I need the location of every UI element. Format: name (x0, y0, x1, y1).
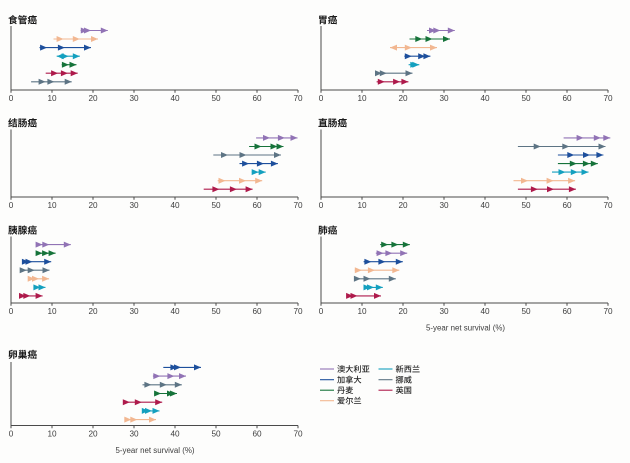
svg-text:20: 20 (398, 94, 408, 103)
svg-text:70: 70 (603, 307, 613, 316)
svg-text:70: 70 (293, 430, 303, 439)
svg-text:20: 20 (88, 201, 98, 210)
svg-text:60: 60 (252, 94, 262, 103)
svg-text:40: 40 (170, 430, 180, 439)
svg-text:0: 0 (319, 307, 324, 316)
svg-text:30: 30 (439, 307, 449, 316)
svg-text:50: 50 (211, 201, 221, 210)
svg-text:30: 30 (129, 201, 139, 210)
svg-text:10: 10 (357, 307, 367, 316)
svg-text:20: 20 (88, 94, 98, 103)
svg-text:40: 40 (170, 307, 180, 316)
svg-text:40: 40 (480, 307, 490, 316)
svg-text:60: 60 (252, 307, 262, 316)
svg-text:5-year net survival (%): 5-year net survival (%) (116, 446, 195, 455)
svg-text:30: 30 (129, 430, 139, 439)
svg-text:50: 50 (521, 94, 531, 103)
svg-text:0: 0 (9, 94, 14, 103)
svg-text:30: 30 (129, 94, 139, 103)
svg-text:60: 60 (562, 307, 572, 316)
svg-text:20: 20 (88, 307, 98, 316)
svg-text:50: 50 (521, 201, 531, 210)
svg-text:0: 0 (9, 430, 14, 439)
svg-text:10: 10 (47, 307, 57, 316)
svg-text:20: 20 (88, 430, 98, 439)
svg-text:30: 30 (439, 94, 449, 103)
svg-text:70: 70 (293, 307, 303, 316)
svg-text:40: 40 (170, 201, 180, 210)
svg-text:50: 50 (211, 430, 221, 439)
svg-text:10: 10 (47, 430, 57, 439)
svg-text:60: 60 (562, 94, 572, 103)
svg-text:10: 10 (357, 201, 367, 210)
svg-text:30: 30 (439, 201, 449, 210)
svg-text:40: 40 (170, 94, 180, 103)
svg-text:30: 30 (129, 307, 139, 316)
svg-text:0: 0 (9, 201, 14, 210)
svg-text:10: 10 (47, 94, 57, 103)
svg-text:5-year net survival (%): 5-year net survival (%) (426, 324, 505, 333)
svg-text:60: 60 (252, 430, 262, 439)
svg-text:60: 60 (562, 201, 572, 210)
svg-text:20: 20 (398, 201, 408, 210)
svg-text:70: 70 (293, 201, 303, 210)
svg-text:60: 60 (252, 201, 262, 210)
svg-text:70: 70 (603, 94, 613, 103)
svg-text:0: 0 (319, 201, 324, 210)
svg-text:40: 40 (480, 201, 490, 210)
svg-text:40: 40 (480, 94, 490, 103)
svg-text:70: 70 (293, 94, 303, 103)
svg-text:70: 70 (603, 201, 613, 210)
svg-text:50: 50 (211, 94, 221, 103)
svg-text:20: 20 (398, 307, 408, 316)
svg-text:0: 0 (9, 307, 14, 316)
svg-text:50: 50 (211, 307, 221, 316)
svg-text:0: 0 (319, 94, 324, 103)
svg-text:10: 10 (47, 201, 57, 210)
svg-text:10: 10 (357, 94, 367, 103)
svg-text:50: 50 (521, 307, 531, 316)
